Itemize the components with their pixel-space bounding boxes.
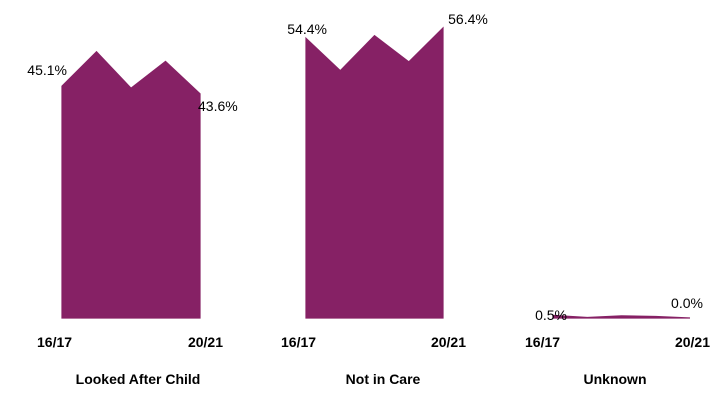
x-tick-label: 16/17 [37, 334, 72, 350]
x-tick-label: 16/17 [525, 334, 560, 350]
x-tick-label: 20/21 [431, 334, 466, 350]
data-label-start: 0.5% [535, 307, 567, 323]
area-series-0 [61, 50, 201, 319]
area-series-1 [305, 26, 444, 319]
data-label-end: 43.6% [198, 98, 238, 114]
category-label: Looked After Child [76, 371, 201, 387]
data-label-end: 56.4% [448, 11, 488, 27]
x-tick-label: 16/17 [281, 334, 316, 350]
category-label: Unknown [584, 371, 647, 387]
data-label-start: 45.1% [27, 62, 67, 78]
data-label-end: 0.0% [671, 295, 703, 311]
category-label: Not in Care [346, 371, 421, 387]
area-series-2 [552, 314, 691, 319]
x-tick-label: 20/21 [188, 334, 223, 350]
x-tick-label: 20/21 [675, 334, 710, 350]
data-label-start: 54.4% [287, 21, 327, 37]
